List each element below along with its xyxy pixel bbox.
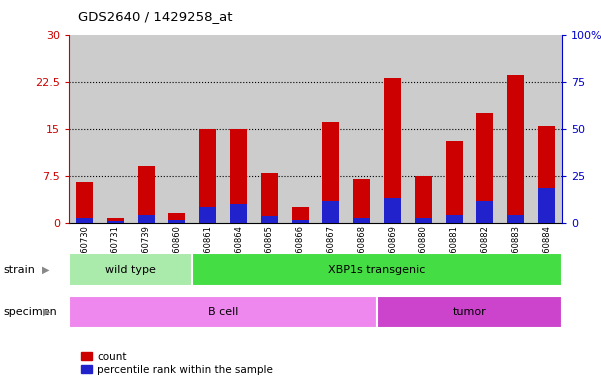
Bar: [223, 35, 254, 223]
Bar: [415, 218, 432, 223]
Text: B cell: B cell: [208, 307, 239, 317]
Bar: [353, 218, 370, 223]
Legend: count, percentile rank within the sample: count, percentile rank within the sample: [78, 348, 277, 379]
Bar: [200, 207, 216, 223]
Bar: [69, 296, 377, 328]
Bar: [377, 296, 562, 328]
Bar: [100, 35, 131, 223]
Bar: [408, 35, 439, 223]
Bar: [107, 218, 124, 223]
Text: strain: strain: [3, 265, 35, 275]
Text: ▶: ▶: [42, 265, 49, 275]
Bar: [291, 220, 308, 223]
Bar: [162, 35, 192, 223]
Bar: [230, 129, 247, 223]
Bar: [230, 204, 247, 223]
Text: wild type: wild type: [105, 265, 156, 275]
Bar: [107, 221, 124, 223]
Bar: [168, 214, 185, 223]
Bar: [131, 35, 162, 223]
Bar: [384, 78, 401, 223]
Bar: [415, 176, 432, 223]
Bar: [346, 35, 377, 223]
Bar: [316, 35, 346, 223]
Bar: [538, 188, 555, 223]
Bar: [76, 182, 93, 223]
Bar: [69, 253, 192, 286]
Bar: [291, 207, 308, 223]
Bar: [446, 215, 463, 223]
Bar: [254, 35, 285, 223]
Text: ▶: ▶: [43, 307, 50, 317]
Bar: [138, 166, 154, 223]
Bar: [377, 35, 408, 223]
Bar: [384, 198, 401, 223]
Bar: [353, 179, 370, 223]
Bar: [76, 218, 93, 223]
Bar: [200, 129, 216, 223]
Text: tumor: tumor: [453, 307, 486, 317]
Bar: [538, 126, 555, 223]
Bar: [477, 113, 493, 223]
Bar: [531, 35, 562, 223]
Bar: [261, 217, 278, 223]
Bar: [477, 201, 493, 223]
Bar: [507, 215, 524, 223]
Bar: [323, 201, 340, 223]
Bar: [439, 35, 469, 223]
Bar: [261, 172, 278, 223]
Bar: [192, 35, 223, 223]
Bar: [446, 141, 463, 223]
Bar: [192, 253, 562, 286]
Text: GDS2640 / 1429258_at: GDS2640 / 1429258_at: [78, 10, 233, 23]
Bar: [285, 35, 316, 223]
Text: XBP1s transgenic: XBP1s transgenic: [328, 265, 426, 275]
Bar: [501, 35, 531, 223]
Bar: [469, 35, 501, 223]
Bar: [168, 220, 185, 223]
Bar: [323, 122, 340, 223]
Text: specimen: specimen: [3, 307, 56, 317]
Bar: [138, 215, 154, 223]
Bar: [69, 35, 100, 223]
Bar: [507, 75, 524, 223]
